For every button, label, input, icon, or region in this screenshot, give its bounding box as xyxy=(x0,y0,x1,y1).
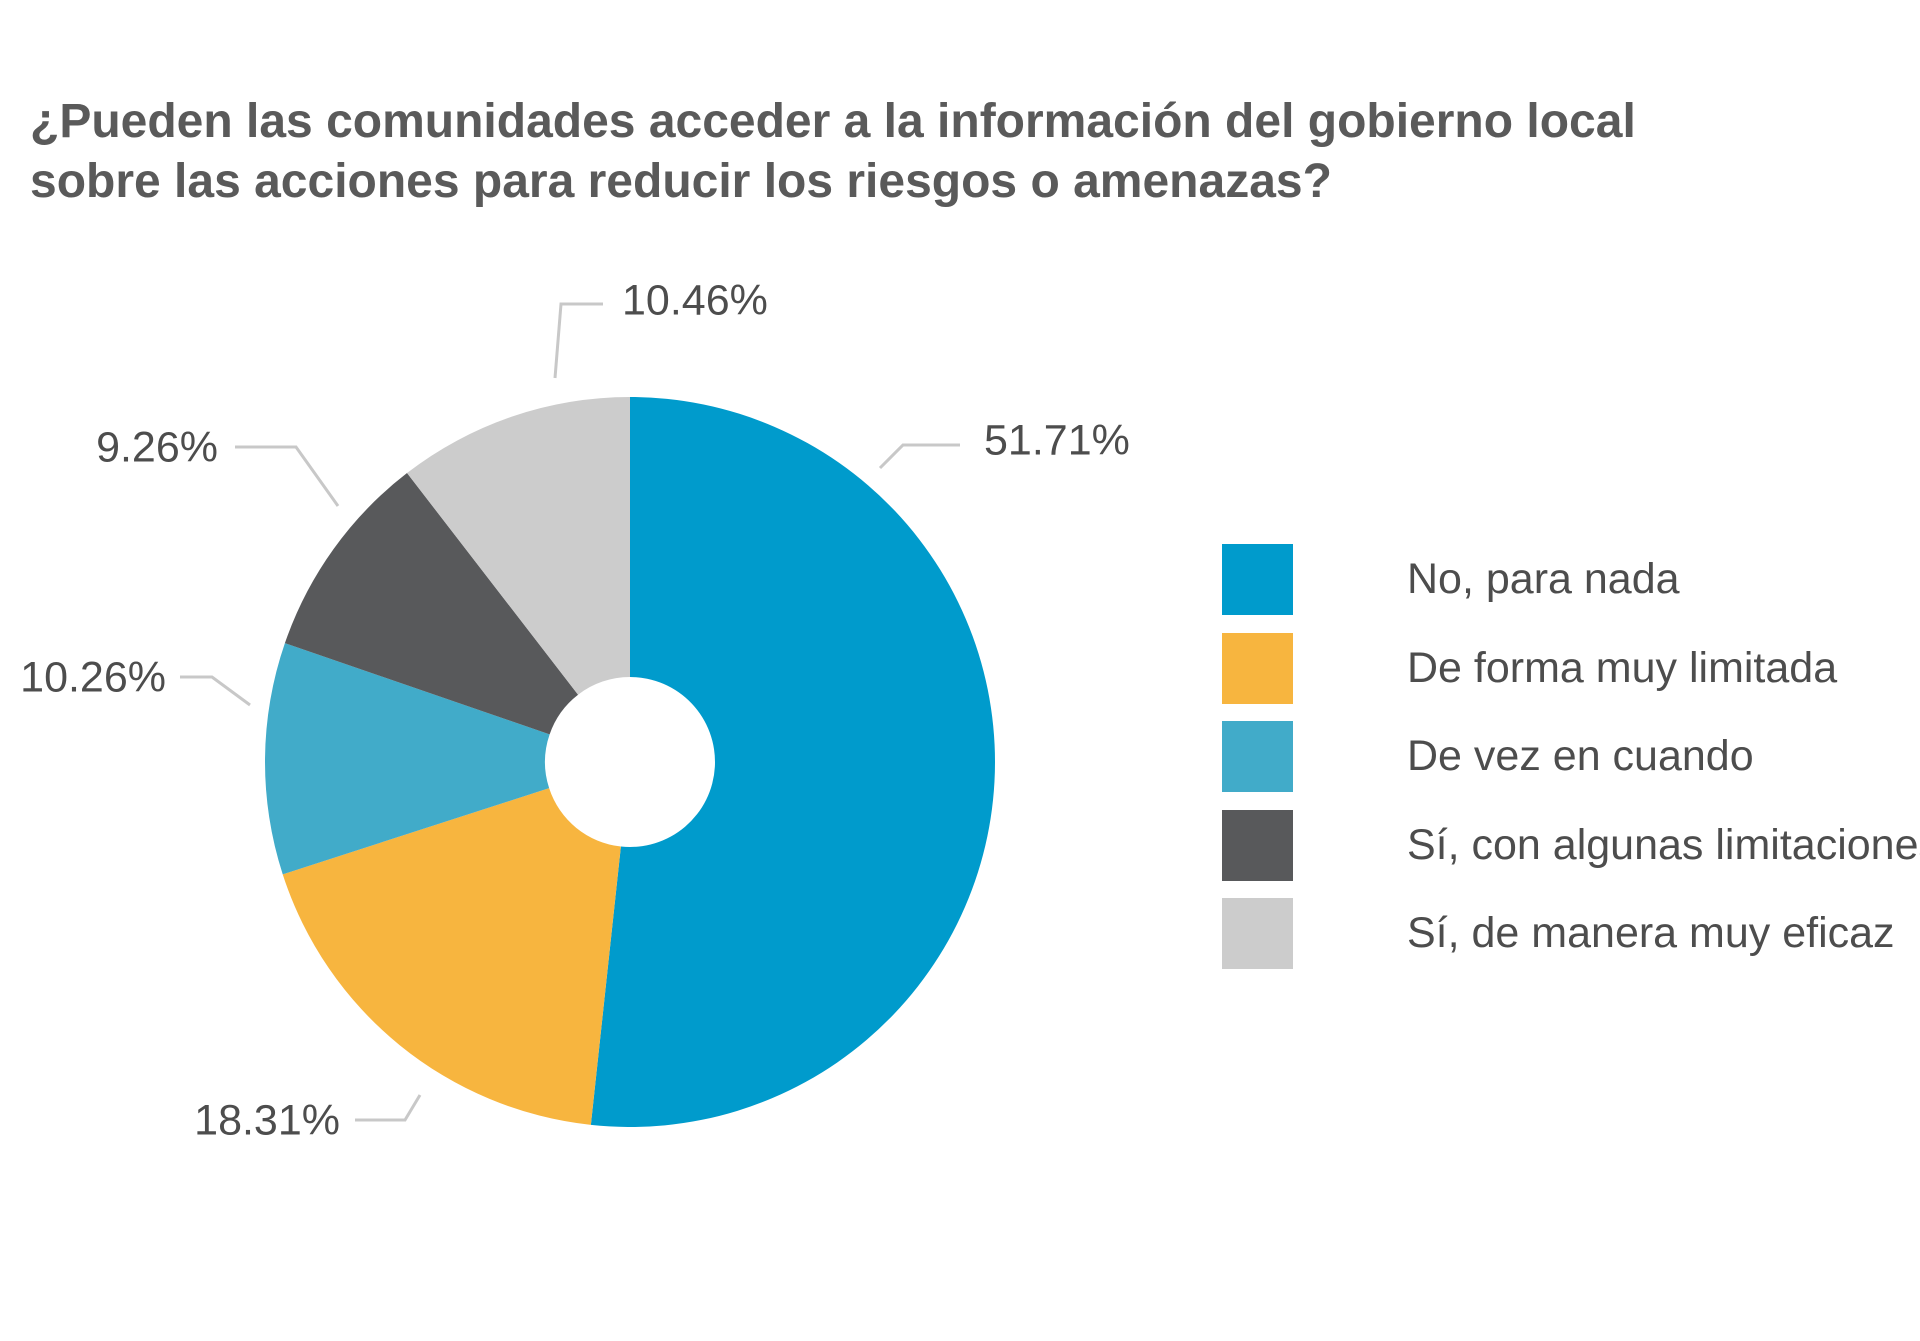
chart-title-line-2: sobre las acciones para reducir los ries… xyxy=(30,155,1332,208)
legend-item-si-de-manera-muy-eficaz: Sí, de manera muy eficaz xyxy=(1222,898,1920,969)
slice-no-para-nada xyxy=(590,397,995,1127)
leader-line-si-con-algunas-limitaciones xyxy=(235,445,340,507)
legend-label-si-con-algunas-limitaciones: Sí, con algunas limitaciones xyxy=(1407,820,1920,869)
legend-label-de-vez-en-cuando: De vez en cuando xyxy=(1407,732,1754,780)
legend-label-no-para-nada: No, para nada xyxy=(1407,555,1680,603)
legend-swatch-si-con-algunas-limitaciones xyxy=(1222,809,1293,881)
slice-si-con-algunas-limitaciones xyxy=(284,473,579,735)
chart-title-line-1: ¿Pueden las comunidades acceder a la inf… xyxy=(30,95,1636,148)
data-label-si-de-manera-muy-eficaz: 10.46% xyxy=(622,276,768,324)
slice-si-de-manera-muy-eficaz xyxy=(407,397,630,695)
legend-item-no-para-nada: No, para nada xyxy=(1222,544,1920,615)
leader-line-no-para-nada xyxy=(878,443,960,470)
leader-line-si-de-manera-muy-eficaz xyxy=(553,302,603,379)
leader-line-de-forma-muy-limitada xyxy=(355,1094,422,1122)
legend-label-de-forma-muy-limitada: De forma muy limitada xyxy=(1407,643,1838,692)
legend-swatch-si-de-manera-muy-eficaz xyxy=(1222,898,1293,969)
legend-swatch-no-para-nada xyxy=(1222,544,1293,615)
data-label-de-forma-muy-limitada: 18.31% xyxy=(194,1096,340,1144)
slice-de-vez-en-cuando xyxy=(264,643,550,875)
data-label-si-con-algunas-limitaciones: 9.26% xyxy=(96,423,218,471)
data-label-no-para-nada: 51.71% xyxy=(984,416,1130,464)
chart-title: ¿Pueden las comunidades acceder a la inf… xyxy=(30,92,1890,212)
slice-de-forma-muy-limitada xyxy=(282,788,621,1125)
legend-item-de-vez-en-cuando: De vez en cuando xyxy=(1222,721,1920,792)
legend-swatch-de-vez-en-cuando xyxy=(1222,721,1293,792)
data-label-de-vez-en-cuando: 10.26% xyxy=(20,653,166,701)
legend: No, para nada De forma muy limitada De v… xyxy=(1222,544,1920,987)
leader-line-de-vez-en-cuando xyxy=(180,675,251,707)
legend-swatch-de-forma-muy-limitada xyxy=(1222,632,1293,704)
legend-item-de-forma-muy-limitada: De forma muy limitada xyxy=(1222,632,1920,704)
legend-label-si-de-manera-muy-eficaz: Sí, de manera muy eficaz xyxy=(1407,909,1895,957)
legend-item-si-con-algunas-limitaciones: Sí, con algunas limitaciones xyxy=(1222,809,1920,881)
